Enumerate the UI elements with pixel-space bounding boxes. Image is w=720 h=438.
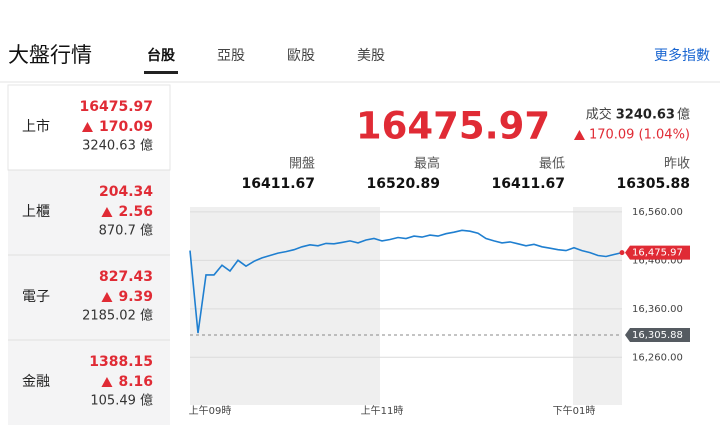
market-change: 170.09: [99, 119, 153, 135]
market-volume: 3240.63 億: [82, 138, 153, 154]
market-change: 9.39: [118, 289, 153, 305]
x-tick-label: 下午01時: [553, 404, 596, 417]
market-price: 16475.97: [79, 99, 153, 115]
more-link[interactable]: 更多指數: [654, 47, 710, 64]
market-price: 204.34: [99, 184, 153, 200]
market-volume: 105.49 億: [90, 393, 153, 409]
stat-label: 昨收: [664, 157, 690, 172]
up-arrow: [101, 377, 113, 387]
x-tick-label: 上午11時: [361, 404, 404, 417]
stat-label: 最高: [414, 156, 440, 172]
market-change: 8.16: [118, 374, 153, 390]
y-tick-label: 16,460.00: [632, 255, 683, 266]
session-shade: [573, 207, 622, 405]
stat-value: 16411.67: [241, 176, 315, 192]
y-tick-label: 16,360.00: [632, 304, 683, 315]
price-line: [189, 229, 623, 334]
tab[interactable]: 美股: [357, 48, 385, 64]
market-name[interactable]: 電子: [22, 289, 50, 305]
market-name[interactable]: 上櫃: [22, 204, 50, 220]
x-tick-label: 上午09時: [189, 404, 232, 417]
volume-label: 成交: [586, 107, 612, 123]
volume-value: 3240.63: [616, 108, 675, 123]
tab[interactable]: 歐股: [287, 48, 315, 64]
last-point: [619, 250, 625, 256]
index-price: 16475.97: [356, 105, 550, 148]
stat-label: 最低: [539, 157, 565, 172]
market-price: 827.43: [99, 269, 153, 285]
badge-label: 16,305.88: [632, 330, 683, 341]
index-change: 170.09 (1.04%): [589, 128, 690, 143]
widget-title: 大盤行情: [8, 43, 92, 67]
y-tick-label: 16,560.00: [632, 207, 683, 218]
y-tick-label: 16,260.00: [632, 352, 683, 363]
tab-underline: [144, 71, 178, 74]
up-arrow: [573, 130, 585, 140]
up-arrow: [81, 122, 93, 132]
volume-unit: 億: [677, 107, 690, 123]
market-price: 1388.15: [89, 354, 153, 370]
session-shade: [190, 207, 380, 405]
tab[interactable]: 台股: [147, 47, 176, 64]
market-volume: 870.7 億: [99, 223, 153, 239]
market-name[interactable]: 上市: [22, 118, 50, 135]
badge-label: 16,475.97: [632, 248, 683, 259]
badge: [625, 328, 690, 343]
stat-label: 開盤: [289, 157, 315, 172]
market-change: 2.56: [118, 204, 153, 220]
market-volume: 2185.02 億: [82, 308, 153, 324]
stat-value: 16520.89: [366, 176, 440, 192]
tab[interactable]: 亞股: [217, 48, 245, 64]
stat-value: 16411.67: [491, 176, 565, 192]
stat-value: 16305.88: [616, 176, 690, 192]
up-arrow: [101, 292, 113, 302]
badge: [625, 245, 690, 260]
market-name[interactable]: 金融: [22, 374, 50, 390]
up-arrow: [101, 207, 113, 217]
